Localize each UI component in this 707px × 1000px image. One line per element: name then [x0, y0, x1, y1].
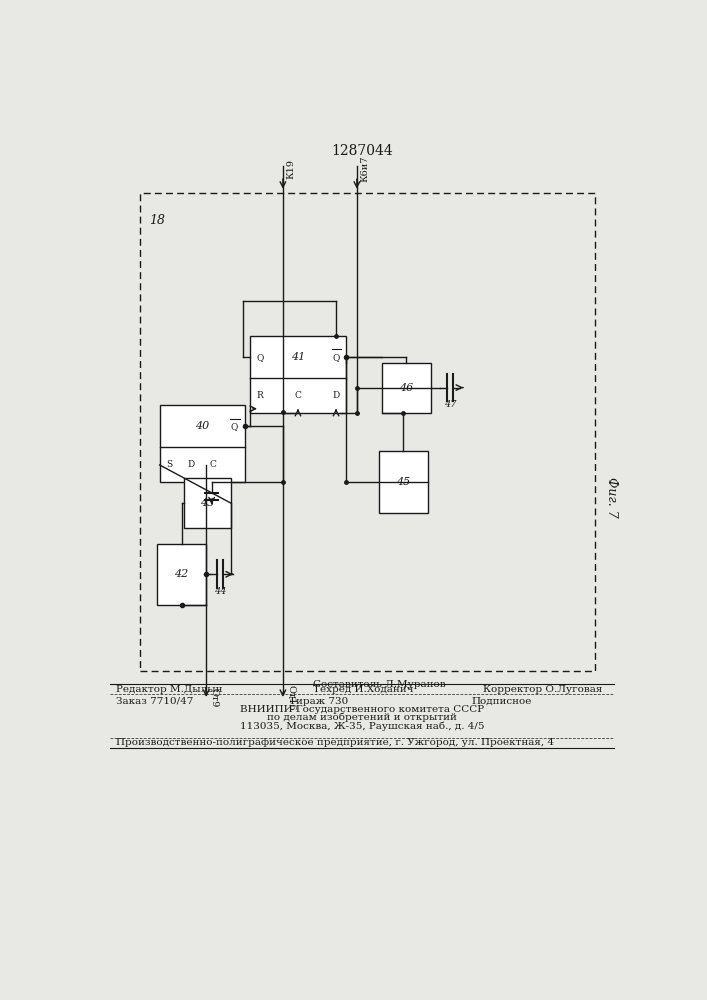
Text: 40: 40 — [195, 421, 209, 431]
Text: 46: 46 — [399, 383, 414, 393]
Text: 44: 44 — [214, 587, 226, 596]
Text: К19: К19 — [286, 159, 296, 179]
Bar — [160, 405, 245, 482]
Text: S: S — [166, 460, 173, 469]
Text: От9: От9 — [209, 688, 218, 707]
Text: Фиг. 7: Фиг. 7 — [605, 477, 618, 518]
Text: Q: Q — [231, 422, 238, 431]
Text: C: C — [210, 460, 217, 469]
Text: 113035, Москва, Ж-35, Раушская наб., д. 4/5: 113035, Москва, Ж-35, Раушская наб., д. … — [240, 721, 484, 731]
Text: От16: От16 — [286, 685, 296, 710]
Text: 1287044: 1287044 — [332, 144, 393, 158]
Text: Составитель Л.Муранов: Составитель Л.Муранов — [313, 680, 445, 689]
Text: D: D — [332, 391, 339, 400]
Bar — [382, 363, 431, 413]
Text: 42: 42 — [175, 569, 189, 579]
Text: Корректор О.Луговая: Корректор О.Луговая — [483, 685, 602, 694]
Text: Подписное: Подписное — [472, 697, 532, 706]
Text: К6и7: К6и7 — [360, 155, 369, 182]
Text: 45: 45 — [397, 477, 411, 487]
Text: по делам изобретений и открытий: по делам изобретений и открытий — [267, 713, 457, 722]
Text: Q: Q — [256, 353, 264, 362]
Bar — [250, 336, 346, 413]
Text: Техред И.Ходанич: Техред И.Ходанич — [313, 685, 414, 694]
Bar — [185, 478, 231, 528]
Text: Q: Q — [332, 353, 340, 362]
Text: 41: 41 — [291, 352, 305, 362]
Text: Заказ 7710/47: Заказ 7710/47 — [116, 697, 193, 706]
Text: ВНИИПИ Государственного комитета СССР: ВНИИПИ Государственного комитета СССР — [240, 705, 484, 714]
Text: C: C — [295, 391, 301, 400]
Bar — [379, 451, 428, 513]
Text: 47: 47 — [444, 400, 456, 409]
Text: Тираж 730: Тираж 730 — [289, 697, 348, 706]
Text: Производственно-полиграфическое предприятие, г. Ужгород, ул. Проектная, 4: Производственно-полиграфическое предприя… — [116, 738, 554, 747]
Text: D: D — [188, 460, 195, 469]
Text: 43: 43 — [200, 498, 215, 508]
Text: Редактор М.Дылын: Редактор М.Дылын — [116, 685, 222, 694]
Bar — [157, 544, 206, 605]
Text: R: R — [257, 391, 263, 400]
Text: 18: 18 — [148, 214, 165, 227]
Bar — [141, 193, 595, 671]
